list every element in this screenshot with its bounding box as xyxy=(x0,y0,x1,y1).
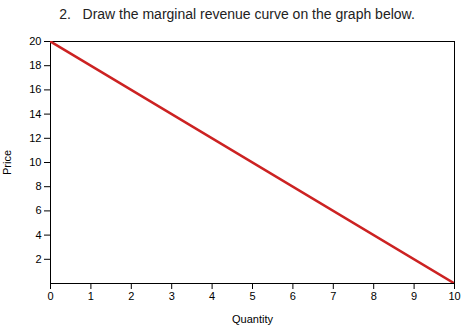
svg-text:18: 18 xyxy=(29,59,41,71)
svg-text:3: 3 xyxy=(169,290,175,302)
svg-text:14: 14 xyxy=(29,108,41,120)
svg-text:7: 7 xyxy=(330,290,336,302)
svg-text:8: 8 xyxy=(371,290,377,302)
html-text:2. Draw the marginal revenue c: 2. Draw the marginal revenue curve on th… xyxy=(59,6,415,22)
svg-text:1: 1 xyxy=(88,290,94,302)
svg-text:6: 6 xyxy=(35,204,41,216)
svg-text:4: 4 xyxy=(209,290,215,302)
svg-text:6: 6 xyxy=(290,290,296,302)
svg-text:5: 5 xyxy=(249,290,255,302)
svg-text:20: 20 xyxy=(29,35,41,47)
svg-text:Quantity: Quantity xyxy=(232,313,273,325)
svg-text:10: 10 xyxy=(448,290,460,302)
svg-text:10: 10 xyxy=(29,156,41,168)
svg-text:4: 4 xyxy=(35,229,41,241)
svg-text:Price: Price xyxy=(1,150,13,175)
svg-text:8: 8 xyxy=(35,180,41,192)
svg-text:2: 2 xyxy=(128,290,134,302)
svg-text:9: 9 xyxy=(411,290,417,302)
svg-text:12: 12 xyxy=(29,132,41,144)
svg-text:16: 16 xyxy=(29,83,41,95)
svg-text:2: 2 xyxy=(35,253,41,265)
svg-text:0: 0 xyxy=(47,290,53,302)
